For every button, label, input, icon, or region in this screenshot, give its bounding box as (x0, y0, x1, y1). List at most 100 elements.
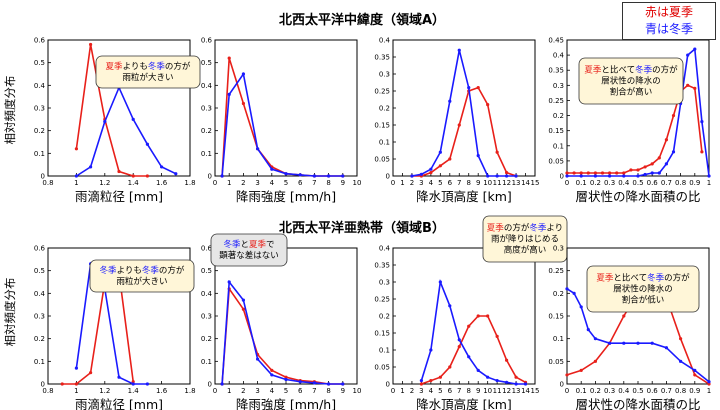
winter-data-point (514, 382, 518, 386)
x-tick-label: 0.3 (604, 387, 615, 395)
winter-data-point (227, 280, 231, 284)
y-tick-label: 0.4 (34, 290, 46, 298)
y-axis-label-top: 相対頻度分布 (3, 76, 17, 145)
y-tick-label: 0.35 (374, 54, 390, 62)
x-tick-label: 0.5 (632, 387, 643, 395)
summer-data-point (565, 373, 569, 377)
callout-text-span: と比べて (601, 65, 635, 76)
x-tick-label: 4 (270, 387, 275, 395)
winter-data-point (593, 337, 598, 341)
chart-panel-0: 0.8 1 1.2 1.4 1.6 1.8 0 0.1 0.2 0.3 0.4 0.5 0.6 雨滴粒径 … (34, 37, 201, 204)
y-tick-label: 0 (560, 381, 564, 389)
callout-text-span: よりも (123, 62, 148, 72)
chart-panel-7: 0 0.1 0.2 0.3 0.4 0.5 0.6 0.7 0.8 0.9 100.050.10.1… (548, 245, 711, 410)
x-tick-label: 8 (326, 179, 330, 187)
winter-data-point (679, 359, 683, 363)
winter-data-point (664, 162, 669, 166)
y-tick-label: 0.35 (548, 67, 564, 75)
summer-data-point (486, 314, 490, 318)
callout-bubble (578, 57, 684, 105)
winter-data-point (700, 120, 704, 124)
winter-data-point (693, 47, 697, 51)
winter-data-point (341, 174, 345, 178)
winter-data-point (448, 99, 452, 103)
winter-data-point (270, 373, 274, 377)
y-tick-label: 0.25 (374, 88, 390, 96)
winter-data-point (103, 120, 107, 124)
summer-data-point (608, 171, 612, 175)
x-tick-label: 0.8 (675, 179, 686, 187)
x-tick-label: 0.6 (647, 387, 659, 395)
winter-data-point (457, 48, 461, 52)
winter-data-point (117, 375, 121, 379)
y-tick-label: 0 (41, 173, 45, 181)
x-tick-label: 8 (466, 179, 470, 187)
x-tick-label: 14 (521, 179, 530, 187)
callout-text-span: よりも (117, 266, 142, 276)
callout-text-span: の方が (504, 223, 530, 234)
winter-data-point (608, 174, 612, 178)
winter-data-point (256, 357, 260, 361)
winter-data-point (145, 382, 149, 386)
winter-data-point (131, 382, 135, 386)
winter-data-point (514, 174, 518, 178)
winter-data-point (220, 174, 224, 178)
summer-data-point (505, 358, 509, 362)
summer-data-point (572, 171, 576, 175)
winter-data-point (448, 304, 452, 308)
winter-data-point (586, 328, 590, 332)
summer-data-point (429, 171, 433, 175)
x-tick-label: 0.2 (590, 179, 601, 187)
y-tick-label: 0.5 (34, 59, 45, 67)
winter-data-point (174, 172, 178, 176)
winter-data-point (495, 174, 499, 178)
winter-data-point (622, 174, 626, 178)
callout-text-line: 夏季の方が冬季より (487, 223, 563, 234)
summer-data-point (593, 359, 598, 363)
callout-text-line: 顕著な差はない (219, 250, 279, 261)
x-tick-label: 7 (312, 387, 316, 395)
x-tick-label: 0 (391, 179, 395, 187)
y-tick-label: 0.2 (379, 105, 390, 113)
y-tick-label: 0.6 (34, 37, 46, 45)
x-tick-label: 1.6 (156, 179, 168, 187)
y-tick-label: 0.3 (379, 71, 390, 79)
x-tick-label: 0.4 (618, 179, 630, 187)
callout-text-line: 冬季よりも冬季の方が (100, 265, 185, 276)
callout-text-span: の方が (159, 265, 185, 276)
x-tick-label: 1 (400, 179, 404, 187)
winter-data-point (298, 173, 302, 177)
y-tick-label: 0.3 (201, 313, 212, 321)
y-tick-label: 0.15 (548, 127, 564, 135)
winter-data-point (643, 172, 647, 177)
x-tick-label: 4 (429, 387, 434, 395)
chart-panel-6: 0 1 2 3 4 5 6 7 8 9 10 11 12 13 14 1500.050.10.150.20.2… (374, 215, 568, 410)
callout-text-span: 冬季 (142, 265, 160, 276)
summer-series-line (221, 57, 343, 177)
y-tick-label: 0.1 (34, 150, 45, 158)
callout-text-line: 雨が降りはじめる (491, 234, 559, 245)
x-tick-label: 0.8 (42, 387, 53, 395)
winter-data-point (438, 280, 442, 284)
summer-data-point (664, 138, 669, 142)
x-tick-label: 0.7 (661, 179, 672, 187)
chart-panel-1: 0 1 2 3 4 5 6 7 8 9 10 0 0.1 0.2 0.3 0.4 0.5 0.6 降雨強度 [mm/… (201, 37, 362, 205)
winter-data-point (608, 341, 612, 345)
x-tick-label: 2 (410, 387, 414, 395)
plot-frame (214, 247, 358, 385)
summer-data-point (476, 86, 480, 90)
callout-text-line: 割合が高い (610, 87, 653, 98)
x-tick-label: 2 (410, 179, 414, 187)
callout-bubble (482, 215, 568, 263)
winter-data-point (664, 346, 669, 350)
x-tick-label: 1 (74, 387, 78, 395)
summer-data-point (622, 314, 626, 318)
y-tick-label: 0.4 (379, 37, 391, 45)
x-tick-label: 6 (448, 387, 453, 395)
y-tick-label: 0.3 (553, 82, 564, 90)
x-tick-label: 7 (457, 179, 461, 187)
x-axis-label: 層状性の降水面積の比 (575, 189, 700, 204)
y-tick-label: 0.3 (553, 245, 564, 253)
summer-data-point (657, 156, 661, 160)
